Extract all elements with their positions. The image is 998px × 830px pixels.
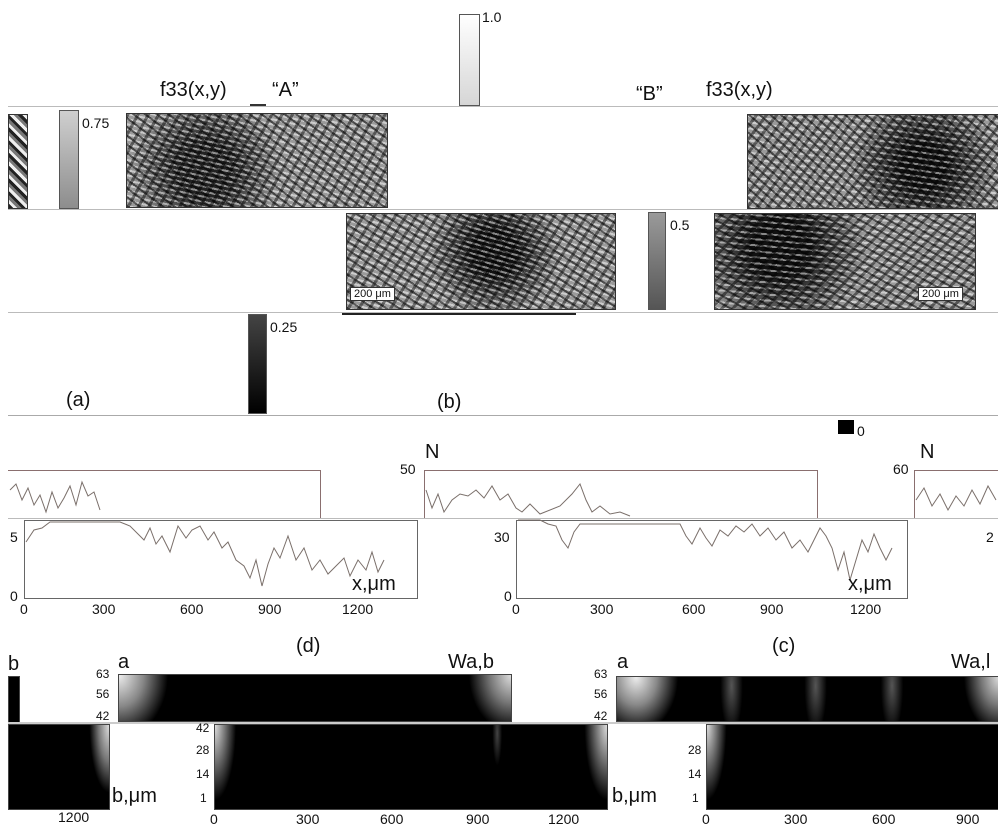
profile-ytick-0-mid: 0: [504, 588, 512, 604]
colorbar-tick-05: 0.5: [670, 217, 690, 233]
profile-xlabel-mid: x,μm: [848, 573, 892, 595]
wavelet-map-right-bottom: [706, 724, 998, 810]
wavelet-ytick-63-right: 63: [594, 667, 608, 681]
wavelet-xtick-mid-600: 600: [380, 811, 404, 827]
colorbar-025: [248, 314, 267, 414]
wavelet-map-left-bottom: [214, 724, 608, 810]
wavelet-ylabel-left: a: [118, 651, 130, 673]
profile-xlabel-left: x,μm: [352, 573, 396, 595]
colorbar-075: [59, 110, 79, 209]
profile-xtick-mid-1200: 1200: [850, 601, 882, 617]
wavelet-xtick-mid-300: 300: [296, 811, 320, 827]
wavelet-xtick-mid-1200: 1200: [548, 811, 580, 827]
map-A-bottom: [346, 213, 616, 310]
map-A-top: [126, 113, 388, 208]
wavelet-ytick-42-right: 42: [594, 709, 608, 723]
scalebar-left: 200 μm: [350, 287, 395, 301]
wavelet-fragment-left-top: [8, 676, 20, 724]
profile-box-top-mid: [424, 470, 818, 520]
panel-label-b: (b): [437, 391, 462, 413]
wavelet-ytick-1-right: 1: [692, 791, 699, 805]
profile-ytick-2: 2: [986, 529, 994, 545]
profile-ytick-30: 30: [494, 529, 510, 545]
wavelet-ytick-28-left: 28: [196, 743, 210, 757]
wavelet-ytick-42-b-left: 42: [196, 721, 210, 735]
profile-xtick-left-300: 300: [92, 601, 116, 617]
profile-ylabel-right: N: [920, 441, 935, 463]
profile-xtick-left-0: 0: [20, 601, 28, 617]
panel-label-d: (d): [296, 635, 321, 657]
colorbar-05: [648, 212, 666, 310]
wavelet-title-right: Wa,l: [951, 651, 991, 673]
panel-label-a: (a): [66, 389, 91, 411]
profile-xtick-left-900: 900: [258, 601, 282, 617]
colorbar-top: [459, 14, 480, 106]
colorbar-tick-025: 0.25: [270, 319, 298, 335]
wavelet-title-left: Wa,b: [448, 651, 494, 673]
wavelet-map-left-top: [118, 674, 512, 722]
profile-xtick-left-1200: 1200: [342, 601, 374, 617]
map-B-top: [747, 114, 998, 209]
wavelet-xtick-right-0: 0: [702, 811, 710, 827]
profile-ylabel-mid: N: [425, 441, 440, 463]
wavelet-xtick-right-900: 900: [956, 811, 980, 827]
wavelet-ytick-42-left: 42: [96, 709, 110, 723]
map-fragment-left: [8, 114, 28, 209]
colorbar-zero-box: [838, 420, 854, 434]
scalebar-right: 200 μm: [918, 287, 963, 301]
label-f33-left: f33(x,y): [160, 79, 227, 101]
wavelet-ytick-14-right: 14: [688, 767, 702, 781]
colorbar-tick-1: 1.0: [482, 9, 502, 25]
label-f33-right: f33(x,y): [706, 79, 773, 101]
profile-xtick-mid-300: 300: [590, 601, 614, 617]
profile-xtick-mid-900: 900: [760, 601, 784, 617]
maps-strip-3: [8, 312, 998, 415]
wavelet-xtick-right-300: 300: [784, 811, 808, 827]
profile-xtick-left-600: 600: [180, 601, 204, 617]
underline-A: [250, 104, 266, 106]
wavelet-xlabel-mid: b,μm: [612, 785, 657, 807]
profile-ytick-5: 5: [10, 529, 18, 545]
profile-ytick-60: 60: [893, 461, 909, 477]
strip-3-bottom-line: [8, 415, 998, 416]
profile-box-top-right: [914, 470, 998, 520]
profile-ytick-50: 50: [400, 461, 416, 477]
wavelet-xtick-mid-900: 900: [466, 811, 490, 827]
wavelet-ytick-56-right: 56: [594, 687, 608, 701]
profile-ytick-0-left: 0: [10, 588, 18, 604]
profile-box-top-left: [8, 470, 321, 520]
label-A: “A”: [272, 79, 299, 101]
wavelet-left-cut-label: b: [8, 653, 20, 675]
wavelet-xtick-left-1200: 1200: [58, 809, 90, 825]
profile-box-bottom-left: [24, 520, 418, 599]
panel-label-c: (c): [772, 635, 796, 657]
profile-xtick-mid-600: 600: [682, 601, 706, 617]
wavelet-fragment-left-bottom: [8, 724, 110, 810]
wavelet-xtick-right-600: 600: [872, 811, 896, 827]
wavelet-map-right-top: [616, 676, 998, 722]
colorbar-tick-075: 0.75: [82, 115, 110, 131]
label-B: “B”: [636, 83, 663, 105]
profile-xtick-mid-0: 0: [512, 601, 520, 617]
wavelet-ytick-63-left: 63: [96, 667, 110, 681]
wavelet-xlabel-left: b,μm: [112, 785, 157, 807]
wavelet-ylabel-right: a: [617, 651, 629, 673]
wavelet-ytick-28-right: 28: [688, 743, 702, 757]
strip-3-line: [342, 313, 576, 315]
colorbar-tick-0: 0: [857, 423, 865, 439]
wavelet-ytick-56-left: 56: [96, 687, 110, 701]
wavelet-xtick-mid-0: 0: [210, 811, 218, 827]
wavelet-ytick-1-left: 1: [200, 791, 207, 805]
wavelet-ytick-14-left: 14: [196, 767, 210, 781]
